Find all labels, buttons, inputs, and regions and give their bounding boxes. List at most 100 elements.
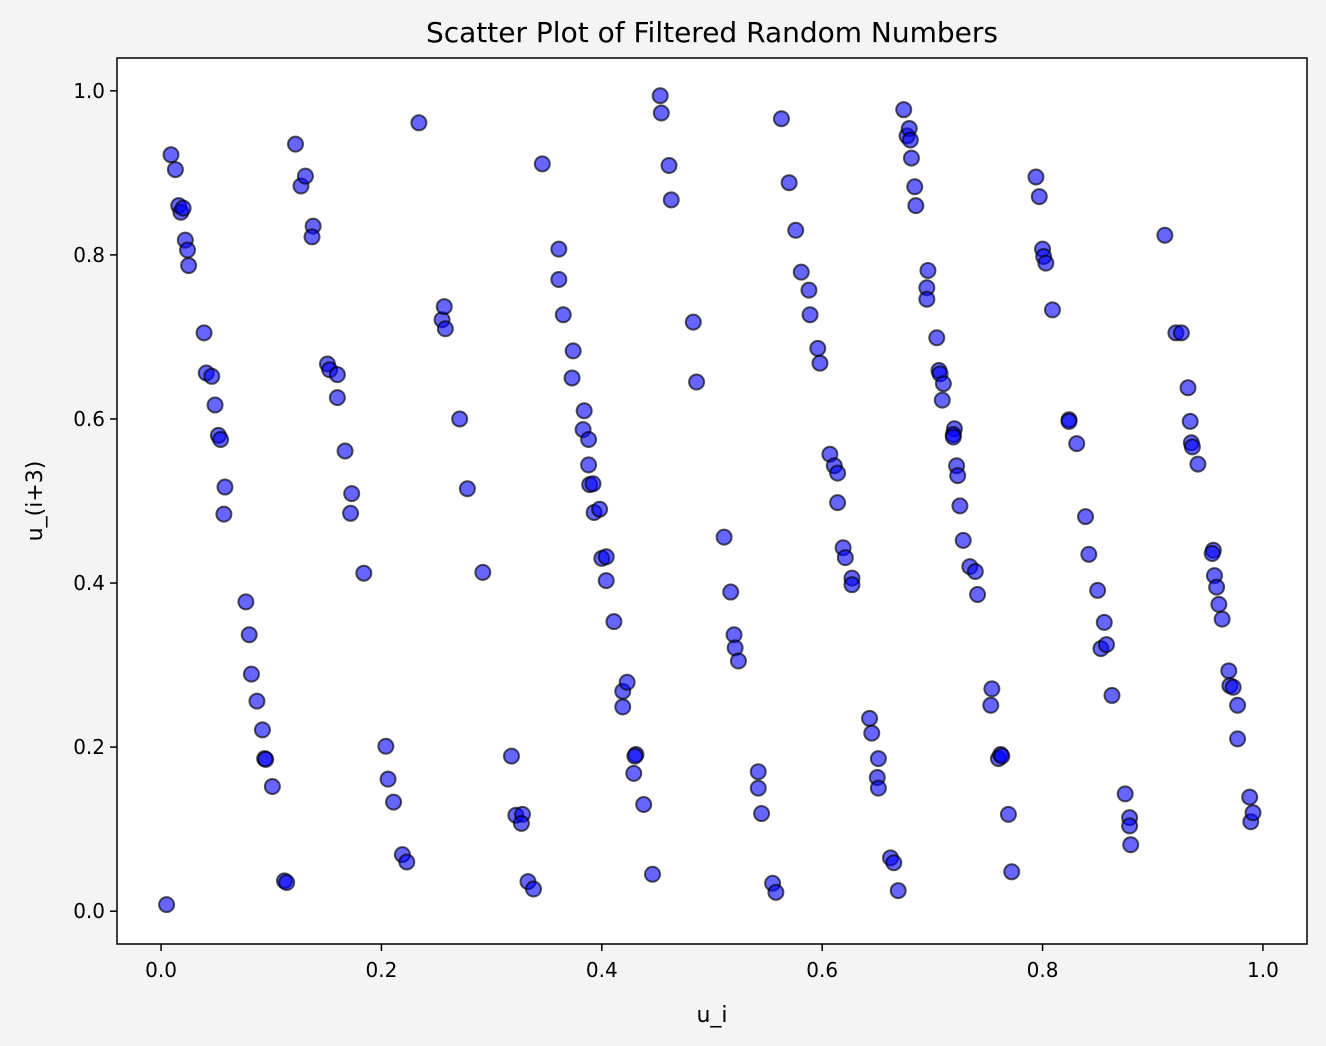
data-point bbox=[1224, 678, 1242, 696]
data-point bbox=[861, 709, 879, 727]
data-point bbox=[843, 576, 861, 594]
data-point bbox=[1179, 379, 1197, 397]
y-tick-label: 0.0 bbox=[73, 899, 105, 923]
data-point bbox=[162, 146, 180, 164]
data-point bbox=[1229, 696, 1247, 714]
data-point bbox=[512, 814, 530, 832]
data-point bbox=[550, 271, 568, 288]
data-point bbox=[1229, 730, 1247, 748]
y-tick-label: 0.2 bbox=[73, 735, 105, 759]
x-tick-label: 0.6 bbox=[806, 958, 838, 982]
data-point bbox=[435, 298, 453, 316]
data-point bbox=[328, 366, 346, 384]
data-point bbox=[906, 178, 924, 196]
x-axis-label: u_i bbox=[696, 1003, 727, 1028]
data-point bbox=[385, 793, 403, 811]
data-point bbox=[829, 464, 847, 482]
data-point bbox=[829, 494, 847, 512]
data-point bbox=[525, 880, 542, 898]
chart-title: Scatter Plot of Filtered Random Numbers bbox=[426, 16, 998, 49]
data-point bbox=[954, 531, 972, 549]
data-point bbox=[1097, 636, 1115, 654]
data-point bbox=[1121, 817, 1139, 835]
data-point bbox=[158, 896, 176, 914]
y-tick-label: 0.6 bbox=[73, 407, 105, 431]
data-point bbox=[944, 428, 962, 446]
data-point bbox=[1043, 301, 1061, 319]
data-point bbox=[787, 221, 805, 239]
data-point bbox=[618, 673, 636, 691]
data-point bbox=[933, 391, 951, 409]
data-point bbox=[780, 174, 798, 192]
data-point bbox=[1095, 613, 1113, 631]
data-point bbox=[179, 241, 197, 259]
data-point bbox=[1189, 455, 1207, 473]
y-tick-label: 0.8 bbox=[73, 243, 105, 267]
data-point bbox=[934, 375, 952, 393]
data-point bbox=[328, 389, 346, 407]
data-point bbox=[809, 339, 827, 357]
data-point bbox=[869, 779, 887, 797]
data-point bbox=[174, 199, 192, 217]
data-point bbox=[928, 329, 946, 347]
data-point bbox=[625, 764, 643, 782]
data-point bbox=[901, 131, 919, 149]
data-point bbox=[377, 737, 395, 755]
data-point bbox=[240, 626, 258, 644]
data-point bbox=[1172, 324, 1190, 342]
data-point bbox=[1089, 581, 1107, 599]
data-point bbox=[729, 652, 747, 670]
data-point bbox=[1156, 226, 1174, 244]
data-point bbox=[1183, 438, 1201, 456]
data-point bbox=[580, 456, 598, 474]
data-point bbox=[554, 306, 572, 324]
data-point bbox=[203, 367, 221, 385]
data-point bbox=[999, 805, 1017, 823]
data-point bbox=[966, 563, 984, 581]
data-point bbox=[458, 480, 476, 498]
data-point bbox=[591, 500, 609, 518]
data-point bbox=[263, 777, 281, 795]
data-point bbox=[749, 779, 767, 797]
data-point bbox=[660, 156, 678, 174]
y-axis-label: u_(i+3) bbox=[23, 461, 48, 542]
data-point bbox=[801, 306, 819, 324]
data-point bbox=[811, 354, 829, 372]
data-point bbox=[336, 442, 354, 460]
data-point bbox=[343, 485, 361, 503]
data-point bbox=[584, 475, 602, 493]
data-point bbox=[257, 750, 275, 768]
data-point bbox=[597, 572, 615, 590]
data-point bbox=[684, 313, 702, 331]
data-point bbox=[895, 101, 913, 119]
data-point bbox=[836, 549, 854, 567]
data-point bbox=[644, 865, 661, 883]
data-point bbox=[969, 586, 987, 604]
data-point bbox=[1122, 836, 1140, 854]
data-point bbox=[355, 564, 373, 582]
data-point bbox=[792, 263, 810, 281]
data-point bbox=[1213, 610, 1231, 628]
data-point bbox=[1103, 686, 1121, 704]
data-point bbox=[206, 396, 224, 414]
data-point bbox=[1037, 254, 1055, 272]
data-point bbox=[651, 87, 669, 105]
x-axis-ticks: 0.0 0.2 0.4 0.6 0.8 1.0 bbox=[145, 944, 1279, 982]
data-point bbox=[216, 478, 234, 496]
data-point bbox=[652, 104, 670, 122]
data-point bbox=[626, 747, 644, 765]
data-point bbox=[993, 747, 1011, 765]
x-tick-label: 0.0 bbox=[145, 958, 177, 982]
data-point bbox=[605, 613, 623, 631]
data-point bbox=[1068, 435, 1086, 453]
data-point bbox=[242, 665, 260, 683]
data-point bbox=[753, 805, 771, 823]
data-point bbox=[949, 467, 967, 485]
data-point bbox=[902, 149, 920, 167]
plot-area bbox=[116, 57, 1308, 945]
data-point bbox=[863, 724, 881, 742]
data-point bbox=[410, 114, 428, 132]
data-point bbox=[580, 430, 598, 448]
data-point bbox=[749, 763, 767, 781]
